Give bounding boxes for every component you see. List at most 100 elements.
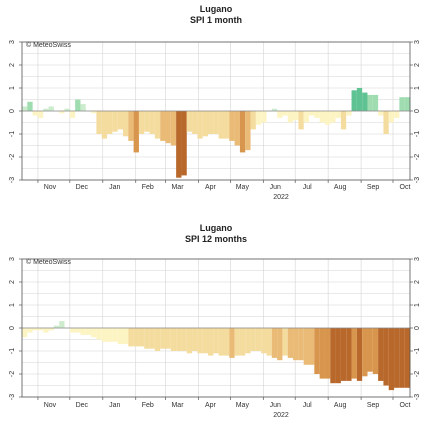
spi-bar	[134, 111, 139, 152]
spi-bar	[224, 111, 229, 139]
spi-bar	[235, 111, 240, 146]
spi-bar	[91, 328, 96, 337]
spi-bar	[70, 328, 75, 333]
spi-bar	[144, 328, 149, 349]
spi-bar	[256, 328, 261, 351]
spi-bar	[203, 328, 208, 353]
spi-bar	[38, 111, 43, 118]
spi-bar	[341, 328, 346, 381]
spi-bar	[187, 328, 192, 353]
spi-bar	[240, 111, 245, 152]
credit-label: © MeteoSwiss	[26, 258, 71, 266]
spi-bar	[139, 111, 144, 134]
x-tick-label: Feb	[142, 402, 154, 409]
spi-bar	[325, 328, 330, 379]
y-tick-label: -1	[9, 131, 16, 137]
x-tick-label: Nov	[44, 184, 57, 191]
spi-bar	[383, 111, 388, 134]
spi-bar	[33, 111, 38, 116]
spi-bar	[134, 328, 139, 346]
spi-bar	[288, 111, 293, 123]
spi-bar	[394, 328, 399, 388]
spi-bar	[80, 328, 85, 335]
spi-bar	[330, 328, 335, 383]
spi-bar	[128, 111, 133, 141]
spi-bar	[166, 328, 171, 349]
spi-bar	[405, 328, 410, 388]
spi-bar	[192, 328, 197, 351]
x-tick-label: Dec	[76, 184, 89, 191]
spi-bar	[176, 111, 181, 178]
spi-bar	[86, 328, 91, 335]
y-tick-label: -3	[414, 177, 421, 183]
x-tick-label: Oct	[400, 402, 411, 409]
spi-bar	[224, 328, 229, 356]
spi-bar	[261, 111, 266, 123]
chart-subtitle: SPI 1 month	[190, 15, 242, 25]
y-tick-label: -2	[9, 154, 16, 160]
spi-bar	[80, 104, 85, 111]
y-tick-label: 3	[414, 257, 421, 261]
spi-bar	[75, 100, 80, 112]
spi-bar	[213, 111, 218, 134]
spi-bar	[272, 328, 277, 358]
spi-bars	[22, 321, 411, 390]
spi-bar	[282, 328, 287, 356]
spi-bar	[112, 328, 117, 342]
y-tick-label: -3	[9, 394, 16, 400]
y-tick-label: -3	[9, 177, 16, 183]
spi-bar	[261, 328, 266, 353]
spi-bar	[22, 328, 27, 337]
spi-bar	[394, 111, 399, 118]
spi-bar	[245, 328, 250, 353]
chart-subtitle: SPI 12 months	[185, 234, 247, 244]
spi-bar	[325, 111, 330, 125]
y-tick-label: -2	[414, 371, 421, 377]
spi-bar	[150, 328, 155, 349]
y-tick-label: -2	[414, 154, 421, 160]
x-tick-label: Aug	[334, 184, 347, 191]
spi-bar	[27, 102, 32, 111]
spi-bar	[197, 111, 202, 139]
y-tick-label: 2	[9, 63, 16, 67]
x-tick-label: Jan	[109, 184, 120, 191]
spi-bar	[144, 111, 149, 132]
year-label: 2022	[273, 194, 289, 201]
spi-bar	[304, 111, 309, 123]
spi-bar	[256, 111, 261, 125]
x-tick-label: Jul	[303, 184, 312, 191]
x-tick-label: Sep	[367, 184, 380, 191]
spi-bar	[181, 328, 186, 351]
x-tick-label: Apr	[205, 184, 217, 191]
spi-bar	[288, 328, 293, 358]
y-tick-label: 2	[414, 63, 421, 67]
spi-bar	[213, 328, 218, 353]
spi-bar	[208, 111, 213, 134]
y-tick-label: 1	[414, 303, 421, 307]
x-tick-label: Aug	[334, 402, 347, 409]
spi-bar	[171, 328, 176, 351]
spi-bar	[160, 328, 165, 349]
spi-bar	[208, 328, 213, 356]
spi-bar	[229, 111, 234, 141]
spi-bar	[304, 328, 309, 365]
spi-bar	[251, 328, 256, 351]
spi-bar	[373, 328, 378, 374]
spi-bar	[282, 111, 287, 116]
y-tick-label: -3	[414, 394, 421, 400]
spi-bar	[102, 111, 107, 139]
y-tick-label: 3	[9, 40, 16, 44]
spi-bar	[314, 328, 319, 374]
spi-bar	[171, 111, 176, 146]
spi-bar	[27, 328, 32, 333]
y-tick-label: -1	[414, 348, 421, 354]
spi-bar	[235, 328, 240, 356]
x-tick-label: Nov	[44, 402, 57, 409]
y-tick-label: 3	[9, 257, 16, 261]
spi-bar	[298, 111, 303, 129]
spi-bar	[346, 328, 351, 381]
spi-bar	[309, 111, 314, 116]
